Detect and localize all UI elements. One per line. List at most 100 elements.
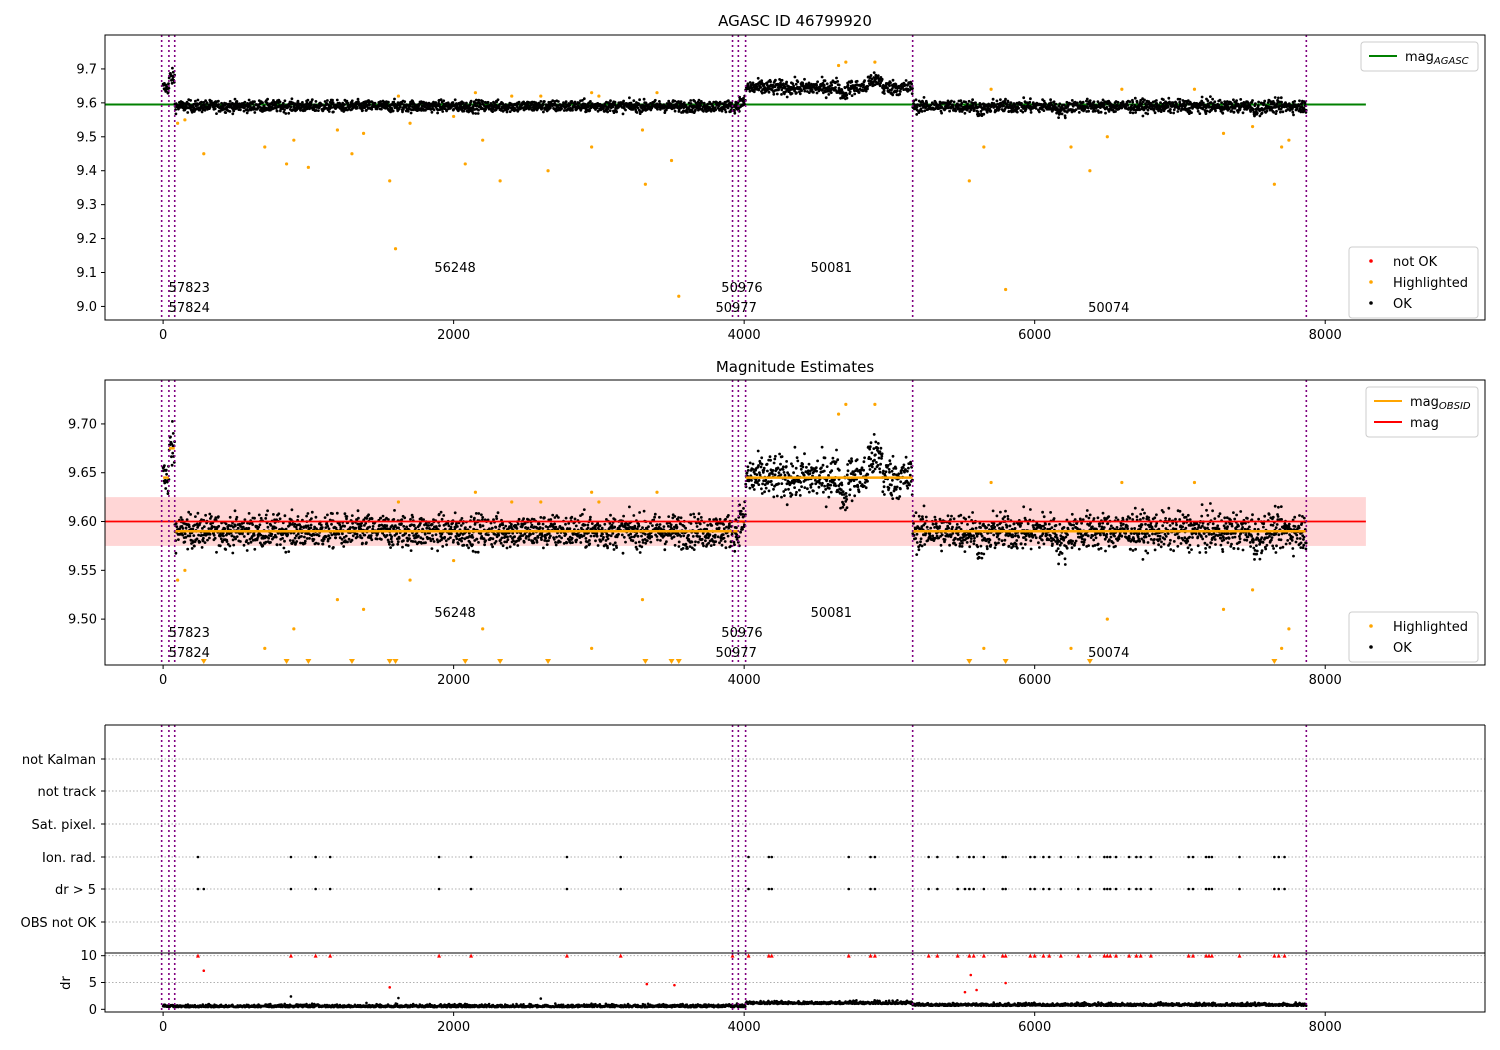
ok-point (845, 93, 849, 97)
ok-point (950, 99, 953, 103)
highlighted-point (350, 152, 354, 156)
ok-point (999, 98, 1002, 101)
ok-point (1227, 107, 1231, 111)
ok-point (800, 89, 803, 93)
ok-point (1176, 110, 1180, 113)
ok-point (823, 79, 827, 83)
ok-point (364, 521, 368, 525)
ok-point (921, 100, 925, 104)
ok-point (1251, 99, 1254, 102)
ok-point (516, 544, 520, 547)
ok-point (1277, 96, 1280, 100)
ok-point (224, 522, 228, 526)
ok-point (269, 541, 272, 544)
ok-point (1272, 101, 1276, 105)
ok-point (449, 536, 452, 539)
ok-point (549, 106, 552, 110)
ok-point (343, 512, 347, 516)
ok-point (305, 514, 308, 518)
ok-point (310, 517, 313, 520)
ok-point (210, 99, 213, 103)
ok-point (424, 541, 427, 545)
ok-point (1143, 98, 1146, 102)
ok-point (501, 523, 505, 527)
ok-point (748, 89, 752, 93)
ok-point (525, 535, 528, 538)
ok-point (239, 540, 242, 543)
ok-point (295, 108, 299, 112)
ok-point (404, 531, 408, 535)
ok-point (1049, 101, 1053, 105)
ok-point (345, 517, 348, 521)
ok-point (197, 106, 201, 109)
ok-point (183, 540, 187, 544)
ok-point (622, 99, 625, 103)
ok-point (575, 538, 578, 542)
ok-point (1172, 111, 1175, 115)
ok-point (1104, 111, 1107, 115)
ok-point (295, 540, 299, 543)
ok-point (202, 101, 206, 104)
ok-point (726, 106, 730, 110)
ok-point (350, 538, 354, 542)
ok-point (224, 548, 228, 551)
ok-point (469, 515, 473, 519)
ok-point (541, 522, 545, 526)
ok-point (331, 101, 335, 104)
ok-point (815, 91, 819, 95)
agasc-xtick-label: 6000 (1018, 328, 1051, 343)
ok-point (427, 524, 431, 527)
ok-point (468, 525, 472, 529)
ok-point (323, 100, 327, 103)
ok-point (220, 101, 224, 105)
ok-point (886, 86, 889, 90)
ok-point (245, 111, 249, 115)
ok-point (496, 511, 500, 515)
ok-point (178, 527, 182, 531)
ok-point (214, 516, 218, 520)
ok-point (330, 522, 333, 526)
ok-point (530, 523, 534, 527)
ok-point (232, 109, 236, 113)
ok-point (1302, 106, 1306, 110)
ok-point (760, 81, 764, 85)
ok-point (266, 97, 269, 101)
ok-point (360, 521, 363, 525)
ok-point (1141, 114, 1145, 118)
ok-point (212, 533, 216, 537)
ok-point (233, 509, 237, 513)
ok-point (218, 109, 222, 113)
ok-point (420, 541, 423, 545)
ok-point (245, 539, 249, 542)
ok-point (1265, 109, 1269, 113)
ok-point (735, 103, 738, 107)
highlighted-point (408, 121, 412, 125)
ok-point (202, 536, 205, 540)
agasc-xtick-label: 8000 (1309, 328, 1342, 343)
ok-point (689, 99, 693, 102)
ok-point (774, 78, 777, 82)
ok-point (194, 515, 197, 518)
ok-point (1133, 96, 1137, 100)
ok-point (341, 532, 344, 536)
ok-point (524, 526, 528, 529)
agasc-bottom-legend-label: Highlighted (1393, 276, 1468, 291)
agasc-frame (104, 34, 1486, 321)
ok-point (547, 539, 550, 542)
ok-point (612, 111, 616, 114)
ok-point (265, 535, 268, 539)
ok-point (342, 545, 346, 548)
ok-point (963, 111, 967, 115)
ok-point (246, 532, 250, 536)
ok-point (502, 526, 506, 530)
ok-point (827, 93, 831, 96)
ok-point (527, 538, 531, 541)
ok-point (261, 101, 264, 104)
ok-point (474, 98, 478, 102)
ok-point (222, 534, 225, 538)
ok-point (777, 88, 780, 92)
ok-point (440, 517, 444, 521)
highlighted-point (263, 145, 267, 149)
ok-point (447, 524, 451, 528)
ok-point (801, 82, 805, 86)
